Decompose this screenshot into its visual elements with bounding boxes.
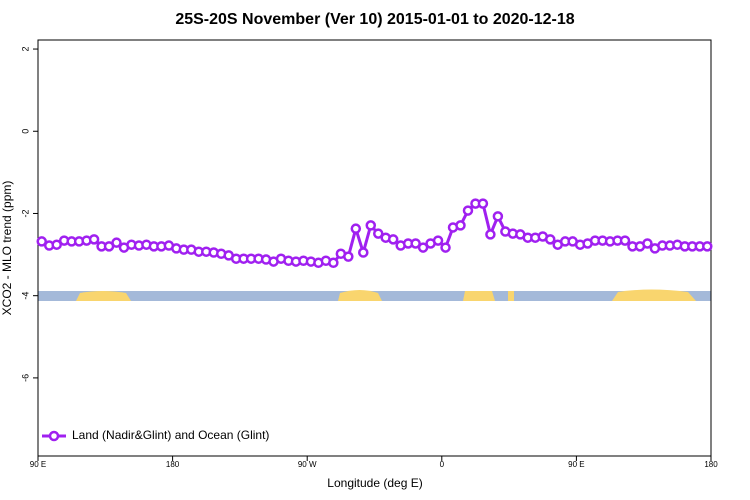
x-tick-label: 180	[166, 460, 180, 469]
data-point	[358, 247, 369, 258]
data-point	[544, 234, 556, 245]
land-strip	[508, 291, 514, 301]
x-axis-label: Longitude (deg E)	[327, 476, 422, 490]
y-tick-label: 0	[20, 129, 30, 134]
data-point	[642, 238, 653, 249]
data-point	[485, 229, 496, 240]
data-point	[350, 223, 362, 234]
land-strip	[612, 289, 696, 301]
y-tick-label: -2	[20, 209, 30, 217]
land-strip	[338, 290, 382, 301]
data-point	[410, 238, 421, 249]
land-strip	[76, 291, 131, 301]
y-tick-label: 2	[20, 47, 30, 52]
data-point	[619, 235, 631, 246]
data-point	[440, 242, 451, 253]
x-tick-label: 180	[704, 460, 718, 469]
x-tick-label: 90 E	[30, 460, 46, 469]
x-tick-label: 90 E	[568, 460, 584, 469]
data-point	[432, 235, 444, 246]
data-point	[328, 257, 339, 269]
data-point	[477, 198, 489, 209]
y-tick-label: -6	[20, 374, 30, 382]
y-tick-label: -4	[20, 292, 30, 300]
legend-label: Land (Nadir&Glint) and Ocean (Glint)	[72, 428, 269, 442]
x-tick-label: 90 W	[298, 460, 317, 469]
chart-title: 25S-20S November (Ver 10) 2015-01-01 to …	[175, 11, 574, 28]
data-point	[702, 241, 713, 252]
data-point	[492, 211, 504, 222]
x-tick-label: 0	[440, 460, 445, 469]
data-point	[36, 236, 47, 247]
land-ocean-band	[38, 289, 711, 301]
land-strip	[463, 291, 495, 301]
data-point	[417, 242, 429, 253]
data-point	[462, 205, 474, 216]
y-axis-label: XCO2 - MLO trend (ppm)	[0, 181, 14, 316]
data-point	[343, 251, 354, 262]
data-point	[111, 237, 122, 248]
legend-marker	[48, 430, 60, 442]
data-point	[365, 220, 377, 231]
data-point	[372, 228, 384, 239]
data-point	[387, 234, 399, 245]
data-point	[51, 239, 62, 250]
data-point	[455, 220, 466, 231]
data-point	[88, 234, 100, 245]
